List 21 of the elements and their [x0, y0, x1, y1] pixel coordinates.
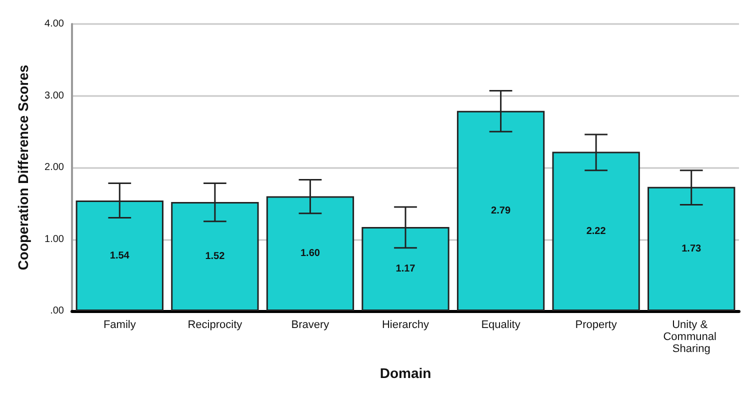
y-tick-label: 3.00	[44, 90, 64, 102]
y-axis-title: Cooperation Difference Scores	[15, 64, 31, 270]
y-tick-label: 1.00	[44, 234, 64, 245]
x-tick-label: Family	[103, 319, 136, 331]
data-label: 1.17	[396, 264, 416, 275]
x-tick-label: Bravery	[291, 319, 330, 331]
data-label: 2.22	[586, 226, 606, 237]
x-axis-title: Domain	[380, 365, 432, 381]
data-label: 1.73	[682, 243, 702, 254]
data-label: 2.79	[491, 205, 511, 216]
x-tick-label: Unity & Communal Sharing	[663, 319, 720, 355]
y-tick-label: 4.00	[44, 18, 64, 30]
x-tick-label: Hierarchy	[382, 319, 430, 331]
y-tick-label: 2.00	[44, 162, 64, 173]
data-label: 1.52	[205, 250, 226, 262]
x-tick-label: Equality	[481, 319, 521, 331]
data-label: 1.54	[110, 250, 130, 262]
y-tick-label: .00	[50, 306, 64, 316]
data-label: 1.60	[300, 248, 320, 260]
x-tick-label: Property	[575, 319, 618, 331]
x-tick-label: Reciprocity	[188, 319, 243, 331]
